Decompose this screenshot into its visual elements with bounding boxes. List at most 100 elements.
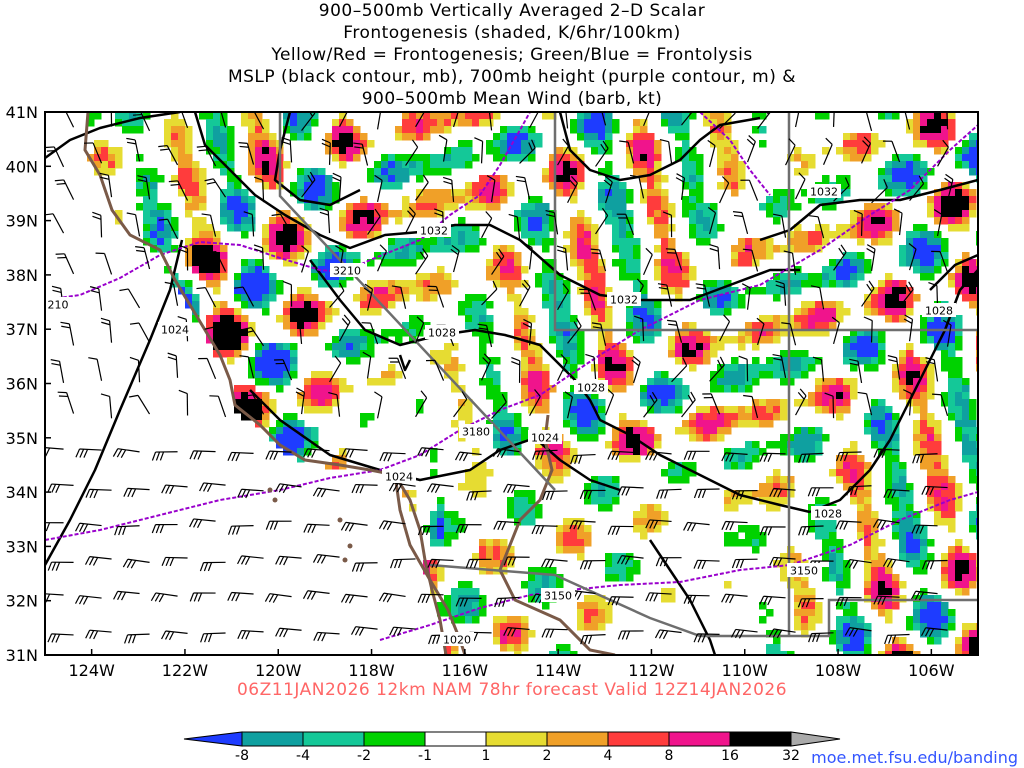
frontogenesis-cell xyxy=(374,203,382,211)
frontogenesis-cell xyxy=(955,329,963,337)
frontogenesis-cell xyxy=(556,581,564,589)
frontogenesis-cell xyxy=(717,147,725,155)
frontogenesis-cell xyxy=(136,175,144,183)
frontogenesis-cell xyxy=(962,637,970,645)
frontogenesis-cell xyxy=(451,525,459,533)
frontogenesis-cell xyxy=(101,140,109,148)
barb-flag xyxy=(701,560,707,570)
barb-flag xyxy=(416,316,425,324)
frontogenesis-cell xyxy=(388,294,396,302)
frontogenesis-cell xyxy=(878,406,886,414)
frontogenesis-cell xyxy=(381,280,389,288)
barb-flag xyxy=(422,248,429,257)
frontogenesis-cell xyxy=(556,273,564,281)
frontogenesis-cell xyxy=(458,112,466,120)
frontogenesis-cell xyxy=(843,462,851,470)
frontogenesis-cell xyxy=(192,196,200,204)
frontogenesis-cell xyxy=(556,294,564,302)
frontogenesis-cell xyxy=(850,343,858,351)
frontogenesis-cell xyxy=(493,385,501,393)
frontogenesis-cell xyxy=(815,231,823,239)
title-block: 900–500mb Vertically Averaged 2–D Scalar… xyxy=(0,0,1024,110)
frontogenesis-cell xyxy=(598,406,606,414)
wind-barb xyxy=(405,139,419,166)
barb-staff xyxy=(756,323,765,346)
frontogenesis-cell xyxy=(192,301,200,309)
barb-flag xyxy=(167,352,177,357)
frontogenesis-cell xyxy=(605,112,613,120)
frontogenesis-cell xyxy=(682,182,690,190)
frontogenesis-cell xyxy=(696,329,704,337)
frontogenesis-cell xyxy=(948,546,956,554)
frontogenesis-cell xyxy=(479,343,487,351)
frontogenesis-cell xyxy=(892,413,900,421)
frontogenesis-cell xyxy=(822,399,830,407)
frontogenesis-cell xyxy=(185,196,193,204)
frontogenesis-cell xyxy=(941,469,949,477)
frontogenesis-cell xyxy=(780,448,788,456)
frontogenesis-cell xyxy=(521,385,529,393)
frontogenesis-cell xyxy=(220,112,228,120)
frontogenesis-cell xyxy=(801,238,809,246)
frontogenesis-cell xyxy=(773,504,781,512)
frontogenesis-cell xyxy=(297,392,305,400)
frontogenesis-cell xyxy=(136,182,144,190)
frontogenesis-cell xyxy=(430,119,438,127)
frontogenesis-cell xyxy=(752,329,760,337)
frontogenesis-cell xyxy=(346,231,354,239)
frontogenesis-cell xyxy=(339,343,347,351)
frontogenesis-cell xyxy=(185,280,193,288)
barb-flag xyxy=(279,556,285,565)
frontogenesis-cell xyxy=(598,504,606,512)
frontogenesis-cell xyxy=(955,406,963,414)
barb-flag xyxy=(75,522,81,532)
wind-barb xyxy=(937,139,949,167)
frontogenesis-cell xyxy=(661,469,669,477)
frontogenesis-cell xyxy=(941,322,949,330)
frontogenesis-cell xyxy=(451,224,459,232)
frontogenesis-cell xyxy=(682,392,690,400)
island xyxy=(342,557,348,563)
frontogenesis-cell xyxy=(689,350,697,358)
barb-flag xyxy=(355,484,361,494)
barb-flag xyxy=(763,453,769,462)
frontogenesis-cell xyxy=(570,126,578,134)
frontogenesis-cell xyxy=(605,308,613,316)
frontogenesis-cell xyxy=(731,252,739,260)
frontogenesis-cell xyxy=(920,560,928,568)
frontogenesis-cell xyxy=(899,280,907,288)
frontogenesis-cell xyxy=(927,602,935,610)
frontogenesis-cell xyxy=(724,112,732,120)
frontogenesis-cell xyxy=(360,329,368,337)
frontogenesis-cell xyxy=(276,252,284,260)
barb-flag xyxy=(387,452,393,462)
barb-flag xyxy=(675,177,685,183)
frontogenesis-cell xyxy=(948,119,956,127)
wind-barb xyxy=(933,209,943,237)
frontogenesis-cell xyxy=(885,588,893,596)
frontogenesis-cell xyxy=(234,329,242,337)
frontogenesis-cell xyxy=(696,294,704,302)
frontogenesis-cell xyxy=(311,378,319,386)
frontogenesis-cell xyxy=(584,602,592,610)
barb-flag xyxy=(312,487,319,497)
frontogenesis-cell xyxy=(892,308,900,316)
barb-staff xyxy=(415,182,429,201)
frontogenesis-cell xyxy=(808,455,816,463)
frontogenesis-cell xyxy=(738,259,746,267)
barb-flag xyxy=(938,104,946,107)
frontogenesis-cell xyxy=(556,287,564,295)
frontogenesis-cell xyxy=(920,546,928,554)
frontogenesis-cell xyxy=(220,266,228,274)
frontogenesis-cell xyxy=(458,119,466,127)
frontogenesis-cell xyxy=(479,182,487,190)
wind-barb xyxy=(662,211,673,238)
frontogenesis-cell xyxy=(150,175,158,183)
frontogenesis-cell xyxy=(731,357,739,365)
frontogenesis-cell xyxy=(850,469,858,477)
barb-flag xyxy=(469,559,475,569)
frontogenesis-cell xyxy=(325,182,333,190)
barb-staff xyxy=(751,396,759,419)
frontogenesis-cell xyxy=(913,532,921,540)
frontogenesis-cell xyxy=(479,238,487,246)
